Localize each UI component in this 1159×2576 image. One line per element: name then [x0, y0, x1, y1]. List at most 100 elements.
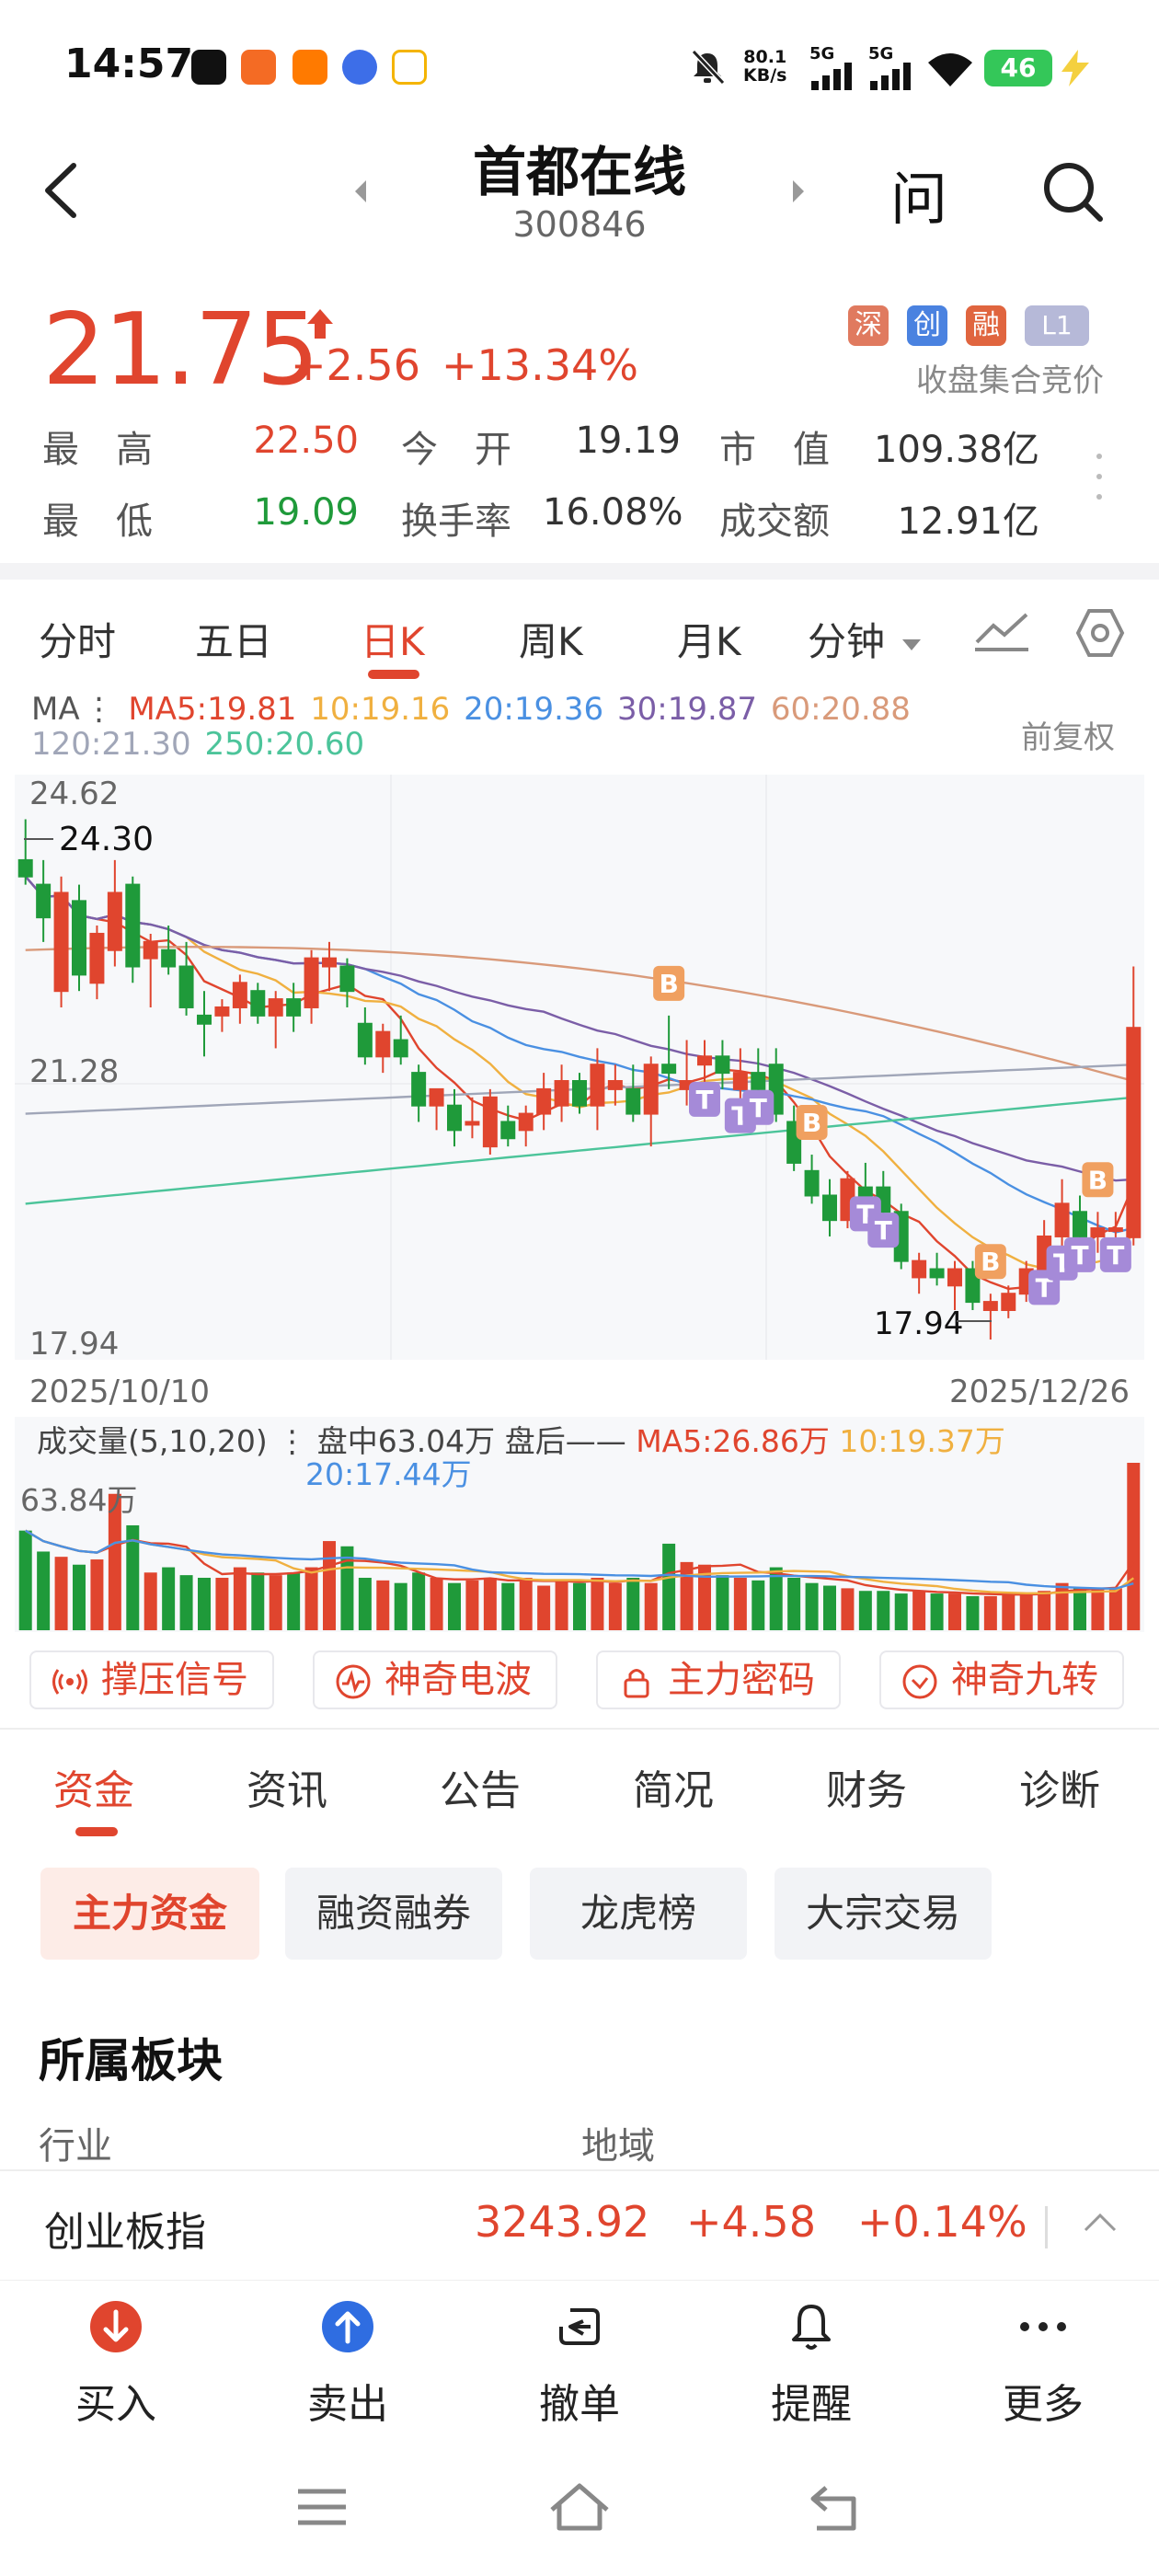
price-change: +2.56: [291, 340, 420, 390]
reminder-button[interactable]: 提醒: [695, 2281, 927, 2446]
signal-marker-bg: [1064, 1236, 1096, 1272]
high-value: 22.50: [253, 420, 359, 462]
divider: [1045, 2206, 1048, 2248]
candle-body: [465, 1121, 480, 1126]
settings-icon[interactable]: [1074, 607, 1126, 659]
high-label: 最 高: [42, 429, 153, 471]
system-nav-bar: [0, 2447, 1159, 2576]
cancel-order-button[interactable]: 撤单: [464, 2281, 695, 2446]
back-nav-icon[interactable]: [808, 2484, 865, 2532]
ma5-value: MA5:19.81: [128, 691, 297, 728]
tieba-icon: [342, 50, 377, 85]
chip-dragon-tiger[interactable]: 龙虎榜: [530, 1868, 747, 1960]
board-change-pct: +0.14%: [857, 2197, 1027, 2247]
candle-body: [500, 1121, 516, 1140]
reminder-label: 提醒: [771, 2381, 852, 2428]
tab-monthly-k[interactable]: 月K: [677, 619, 741, 664]
chip-main-funds[interactable]: 主力资金: [40, 1868, 259, 1960]
volume-bar: [1127, 1463, 1141, 1630]
sell-button[interactable]: 卖出: [232, 2281, 464, 2446]
volume-bar: [465, 1580, 479, 1630]
board-name[interactable]: 创业板指: [44, 2209, 206, 2256]
mcap-label: 市 值: [719, 429, 830, 471]
sim2-label: 5G: [868, 44, 894, 63]
candle-body: [393, 1039, 408, 1058]
column-region[interactable]: 地域: [581, 2125, 655, 2168]
battery-icon: 46: [984, 50, 1052, 86]
tab-five-day[interactable]: 五日: [195, 619, 273, 664]
prev-stock-arrow[interactable]: [355, 180, 366, 202]
candle-body: [72, 900, 86, 976]
magic-wave-button[interactable]: 神奇电波: [313, 1650, 557, 1709]
signal-marker-label: T: [1071, 1240, 1088, 1271]
volume-bar: [108, 1493, 121, 1630]
chip-block-trade[interactable]: 大宗交易: [775, 1868, 992, 1960]
candle-body: [304, 957, 319, 1008]
tag-margin: 融: [966, 305, 1006, 346]
volume-bar: [179, 1575, 193, 1630]
dropdown-caret-icon: [902, 638, 922, 650]
magic-nine-turn-button[interactable]: 神奇九转: [879, 1650, 1124, 1709]
search-icon[interactable]: [1039, 158, 1106, 224]
tab-weekly-k[interactable]: 周K: [519, 619, 583, 664]
main-force-code-button[interactable]: 主力密码: [596, 1650, 841, 1709]
volume-bar: [716, 1575, 729, 1630]
volume-bar: [215, 1577, 229, 1630]
tab-news[interactable]: 资讯: [247, 1767, 327, 1814]
volume-bar: [162, 1567, 176, 1630]
volume-bar: [877, 1591, 890, 1630]
tab-intraday[interactable]: 分时: [39, 619, 117, 664]
sell-label: 卖出: [307, 2381, 388, 2428]
signal-marker-bg: [796, 1105, 828, 1141]
signal-marker-bg: [689, 1081, 720, 1117]
ma-legend: MA ⋮ MA5:19.81 10:19.16 20:19.36 30:19.87…: [31, 691, 911, 763]
tab-funds[interactable]: 资金: [53, 1767, 134, 1814]
board-value: 3243.92: [475, 2197, 650, 2247]
tag-l1[interactable]: L1: [1025, 305, 1089, 346]
volume-bar: [1073, 1588, 1086, 1630]
price-adjust-button[interactable]: 前复权: [1021, 719, 1115, 756]
candle-body: [107, 891, 122, 951]
tab-diagnosis[interactable]: 诊断: [1019, 1767, 1100, 1814]
volume-bar: [304, 1567, 318, 1630]
x-label-start: 2025/10/10: [29, 1374, 210, 1410]
menu-icon[interactable]: [296, 2486, 348, 2528]
cancel-order-icon: [559, 2308, 600, 2345]
candle-body: [590, 1064, 605, 1107]
tab-profile[interactable]: 简况: [633, 1767, 714, 1814]
trade-bar: 买入 卖出 撤单 提醒 更多: [0, 2280, 1159, 2445]
tab-financials[interactable]: 财务: [826, 1767, 907, 1814]
volume-bar: [1091, 1588, 1105, 1630]
lock-icon: [624, 1669, 649, 1698]
back-button[interactable]: [37, 158, 92, 223]
more-vertical-icon[interactable]: [1095, 449, 1104, 504]
signal-marker-bg: [1099, 1236, 1131, 1272]
tab-daily-k[interactable]: 日K: [361, 619, 425, 664]
volume-bar: [358, 1577, 372, 1630]
ask-button[interactable]: 问: [890, 166, 948, 233]
candle-body: [607, 1080, 623, 1090]
support-pressure-signal-button[interactable]: 撑压信号: [29, 1650, 274, 1709]
ma250-value: 250:20.60: [204, 726, 365, 763]
chevron-up-icon[interactable]: [1082, 2212, 1119, 2234]
tab-announcements[interactable]: 公告: [440, 1767, 521, 1814]
tab-minute[interactable]: 分钟: [808, 611, 922, 667]
candle-body: [929, 1268, 945, 1279]
price-change-pct: +13.34%: [442, 340, 638, 390]
volume-ma20-line: [25, 1529, 1134, 1591]
y-label-top: 24.62: [29, 776, 119, 812]
signal-marker-label: T: [695, 1085, 713, 1115]
low-value: 19.09: [253, 491, 359, 534]
volume-bar: [591, 1577, 604, 1630]
chip-margin-trading[interactable]: 融资融券: [285, 1868, 502, 1960]
next-stock-arrow[interactable]: [793, 180, 804, 202]
buy-button[interactable]: 买入: [0, 2281, 232, 2446]
home-icon[interactable]: [548, 2480, 611, 2532]
draw-line-icon[interactable]: [973, 607, 1030, 653]
more-button[interactable]: 更多: [927, 2281, 1159, 2446]
support-pressure-signal-label: 撑压信号: [101, 1659, 248, 1701]
column-industry[interactable]: 行业: [39, 2125, 112, 2168]
volume-bar: [608, 1582, 622, 1630]
